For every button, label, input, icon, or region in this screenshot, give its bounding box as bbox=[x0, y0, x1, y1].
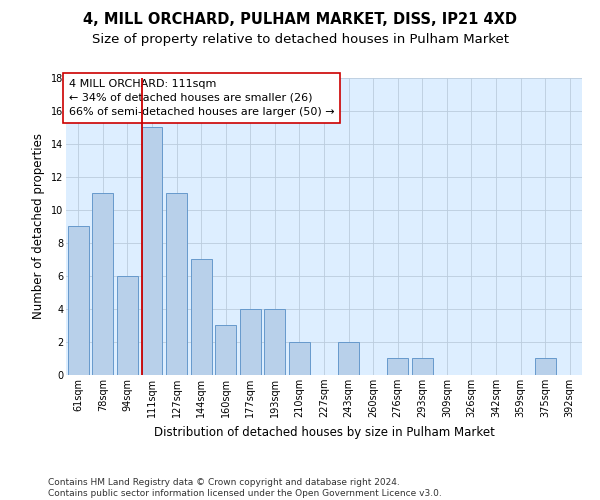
Bar bbox=[265, 309, 286, 375]
Bar bbox=[387, 358, 408, 375]
Bar bbox=[535, 358, 556, 375]
Bar bbox=[166, 193, 187, 375]
Bar bbox=[191, 260, 212, 375]
Bar bbox=[240, 309, 261, 375]
Bar bbox=[117, 276, 138, 375]
Bar bbox=[92, 193, 113, 375]
Bar bbox=[412, 358, 433, 375]
X-axis label: Distribution of detached houses by size in Pulham Market: Distribution of detached houses by size … bbox=[154, 426, 494, 438]
Bar bbox=[289, 342, 310, 375]
Bar bbox=[68, 226, 89, 375]
Bar bbox=[215, 326, 236, 375]
Bar bbox=[338, 342, 359, 375]
Bar bbox=[142, 127, 163, 375]
Text: Contains HM Land Registry data © Crown copyright and database right 2024.
Contai: Contains HM Land Registry data © Crown c… bbox=[48, 478, 442, 498]
Text: 4, MILL ORCHARD, PULHAM MARKET, DISS, IP21 4XD: 4, MILL ORCHARD, PULHAM MARKET, DISS, IP… bbox=[83, 12, 517, 28]
Text: Size of property relative to detached houses in Pulham Market: Size of property relative to detached ho… bbox=[91, 32, 509, 46]
Y-axis label: Number of detached properties: Number of detached properties bbox=[32, 133, 45, 320]
Text: 4 MILL ORCHARD: 111sqm
← 34% of detached houses are smaller (26)
66% of semi-det: 4 MILL ORCHARD: 111sqm ← 34% of detached… bbox=[68, 79, 334, 117]
